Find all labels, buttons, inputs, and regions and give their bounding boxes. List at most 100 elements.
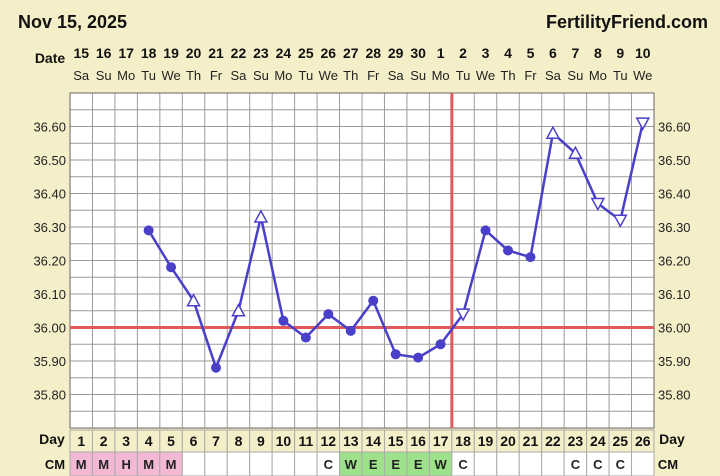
weekday-label: Tu <box>613 68 628 83</box>
cm-value: E <box>391 457 400 472</box>
y-tick-label-right: 36.30 <box>658 220 691 235</box>
y-tick-label-right: 35.80 <box>658 388 691 403</box>
y-tick-label-right: 36.20 <box>658 254 691 269</box>
day-number: 11 <box>298 433 313 449</box>
cm-value: W <box>434 457 447 472</box>
cm-cell <box>204 451 228 476</box>
brand-name: FertilityFriend.com <box>545 12 708 32</box>
weekday-label: Th <box>186 68 201 83</box>
cm-cell <box>518 451 543 476</box>
weekday-label: We <box>319 68 338 83</box>
temperature-point <box>480 225 491 236</box>
weekday-label: Sa <box>231 68 248 83</box>
weekday-label: Fr <box>210 68 223 83</box>
temperature-point <box>211 362 221 373</box>
date-label: 30 <box>410 45 426 61</box>
temperature-point <box>345 325 356 336</box>
day-number: 16 <box>410 433 426 449</box>
day-number: 24 <box>590 433 606 449</box>
temperature-point <box>390 349 401 360</box>
date-label: 17 <box>118 45 134 61</box>
y-tick-label-left: 36.30 <box>33 220 66 235</box>
day-number: 22 <box>545 433 561 449</box>
temperature-point-open-up <box>545 125 561 139</box>
temperature-point-open-down <box>635 117 651 131</box>
temperature-point <box>413 352 424 363</box>
day-number: 8 <box>235 433 243 449</box>
weekday-label: We <box>476 68 495 83</box>
weekday-label: Th <box>500 68 515 83</box>
date-label: 15 <box>73 45 89 61</box>
date-label: 9 <box>616 45 624 61</box>
day-number: 4 <box>145 433 153 449</box>
y-tick-label-left: 36.00 <box>33 321 66 336</box>
weekday-label: Th <box>343 68 358 83</box>
cm-cell <box>271 451 296 476</box>
y-tick-label-right: 36.00 <box>658 321 691 336</box>
date-label: 3 <box>482 45 490 61</box>
temperature-point-open-down <box>590 197 606 212</box>
date-label: 18 <box>141 45 157 61</box>
day-row-label-right: Day <box>659 431 685 447</box>
weekday-label: Su <box>253 68 269 83</box>
y-tick-label-right: 36.40 <box>658 187 691 202</box>
y-tick-label-left: 36.40 <box>33 187 66 202</box>
day-number: 12 <box>321 433 337 449</box>
day-row-label: Day <box>39 431 65 447</box>
temperature-point-open-down <box>613 214 628 228</box>
date-label: 24 <box>276 45 292 61</box>
date-label: 20 <box>186 45 202 61</box>
day-number: 15 <box>388 433 404 449</box>
date-label: 1 <box>437 45 445 61</box>
day-number: 2 <box>100 433 108 449</box>
y-tick-label-left: 36.20 <box>33 254 66 269</box>
weekday-label: Su <box>410 68 426 83</box>
day-number: 14 <box>365 433 381 449</box>
date-label: 25 <box>298 45 314 61</box>
cm-value: C <box>593 457 603 472</box>
weekday-label: Sa <box>388 68 405 83</box>
weekday-label: Fr <box>524 68 537 83</box>
cm-value: H <box>121 457 130 472</box>
day-number: 21 <box>523 433 539 449</box>
day-number: 9 <box>257 433 265 449</box>
weekday-label: Sa <box>73 68 90 83</box>
temperature-point <box>300 332 311 343</box>
temperature-point <box>503 245 513 256</box>
cm-cell <box>496 451 520 476</box>
date-label: 26 <box>321 45 337 61</box>
day-number: 20 <box>500 433 516 449</box>
chart-date-title: Nov 15, 2025 <box>18 12 128 32</box>
weekday-label: Tu <box>141 68 156 83</box>
date-label: 8 <box>594 45 602 61</box>
date-row-label: Date <box>35 50 66 66</box>
day-number: 7 <box>212 433 220 449</box>
cm-cell <box>473 451 498 476</box>
weekday-label: Sa <box>545 68 562 83</box>
temperature-point-open-down <box>455 308 471 322</box>
date-label: 5 <box>527 45 535 61</box>
temperature-point <box>166 262 177 273</box>
day-number: 6 <box>190 433 198 449</box>
cm-value: M <box>98 457 109 472</box>
date-label: 29 <box>388 45 404 61</box>
day-number: 26 <box>635 433 651 449</box>
date-label: 27 <box>343 45 359 61</box>
temperature-point-open-up <box>231 303 246 317</box>
weekday-label: Fr <box>367 68 380 83</box>
y-tick-label-right: 36.50 <box>658 153 691 168</box>
day-number: 13 <box>343 433 359 449</box>
day-number: 23 <box>568 433 584 449</box>
plot-border <box>69 92 655 429</box>
weekday-label: Mo <box>274 68 292 83</box>
temperature-point <box>435 339 446 350</box>
y-tick-label-right: 35.90 <box>658 354 691 369</box>
date-label: 23 <box>253 45 269 61</box>
cm-value: C <box>458 457 468 472</box>
weekday-label: Tu <box>456 68 471 83</box>
cm-value: W <box>345 457 358 472</box>
temperature-point <box>278 315 289 326</box>
cm-value: C <box>324 457 334 472</box>
temperature-point <box>323 309 334 320</box>
date-label: 10 <box>635 45 651 61</box>
